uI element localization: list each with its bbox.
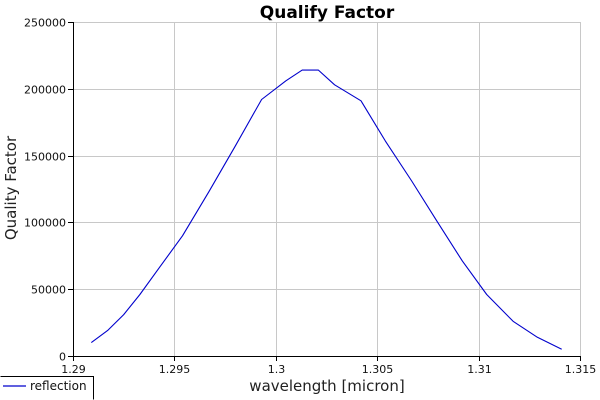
legend-entry: reflection — [30, 379, 87, 393]
y-tick-label: 250000 — [24, 17, 66, 30]
y-tick-label: 50000 — [31, 284, 66, 297]
y-tick-label: 0 — [59, 351, 66, 364]
series-layer — [90, 69, 562, 350]
plot-area — [68, 22, 581, 361]
legend-border — [0, 376, 94, 400]
x-tick-label: 1.295 — [159, 363, 191, 376]
x-tick-label: 1.31 — [467, 363, 492, 376]
y-axis-label: Quality Factor — [2, 135, 20, 240]
legend: reflection — [0, 376, 94, 400]
series-line-reflection — [90, 69, 562, 350]
y-tick-label: 150000 — [24, 151, 66, 164]
x-tick-label: 1.305 — [362, 363, 394, 376]
chart-title: Qualify Factor — [260, 3, 395, 23]
tick-labels: 1.29 1.295 1.3 1.305 1.31 1.315 0 50000 100000 15… — [24, 17, 596, 377]
x-axis-label: wavelength [micron] — [249, 377, 404, 395]
x-tick-label: 1.3 — [268, 363, 286, 376]
x-tick-label: 1.29 — [61, 363, 86, 376]
y-tick-label: 200000 — [24, 84, 66, 97]
y-tick-label: 100000 — [24, 217, 66, 230]
x-tick-label: 1.315 — [565, 363, 597, 376]
